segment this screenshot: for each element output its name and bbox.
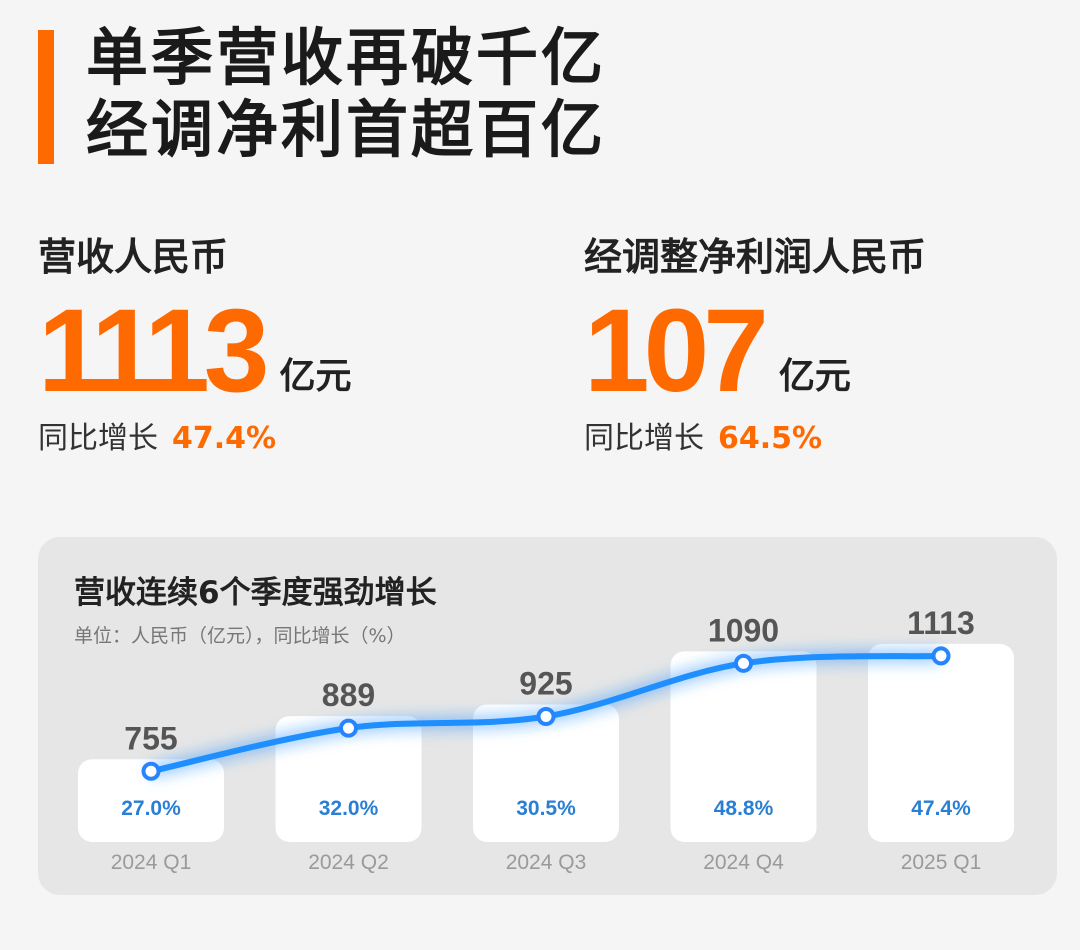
- category-label-1: 2024 Q1: [111, 851, 192, 874]
- title-accent-bar: [38, 30, 54, 164]
- growth-label-3: 30.5%: [516, 797, 576, 820]
- headline-line-1: 单季营收再破千亿: [86, 21, 607, 94]
- data-point-3: [536, 707, 556, 726]
- growth-label-4: 48.8%: [714, 797, 774, 820]
- profit-value: 107: [584, 285, 769, 417]
- profit-label: 经调整净利润人民币: [584, 235, 927, 279]
- profit-metric: 经调整净利润人民币 107 亿元 同比增长 64.5%: [584, 226, 926, 457]
- bar-2: [275, 716, 422, 842]
- revenue-value-row: 1113 亿元: [38, 285, 352, 417]
- growth-label-1: 27.0%: [121, 797, 181, 820]
- category-label-2: 2024 Q2: [308, 851, 389, 874]
- revenue-line-chart: 755 27.0% 2024 Q1 889 32.0% 2024 Q2 925 30.5% 20…: [78, 605, 1014, 874]
- bar-1: [78, 759, 224, 842]
- headline-line-2: 经调净利首超百亿: [86, 93, 607, 166]
- category-label-4: 2024 Q4: [703, 851, 784, 874]
- revenue-metric: 营收人民币 1113 亿元 同比增长 47.4%: [38, 226, 352, 457]
- profit-unit: 亿元: [778, 356, 851, 397]
- revenue-growth-value: 47.4%: [172, 421, 277, 456]
- profit-growth-row: 同比增长 64.5%: [584, 413, 926, 457]
- chart-title: 营收连续6个季度强劲增长: [74, 575, 437, 611]
- category-label-3: 2024 Q3: [506, 851, 587, 874]
- revenue-growth-row: 同比增长 47.4%: [38, 413, 352, 457]
- value-label-2: 889: [322, 677, 375, 713]
- growth-label-2: 32.0%: [319, 797, 379, 820]
- profit-growth-label: 同比增长: [584, 421, 704, 456]
- headline: 单季营收再破千亿 经调净利首超百亿: [86, 22, 606, 166]
- revenue-value: 1113: [38, 285, 269, 417]
- growth-label-5: 47.4%: [911, 797, 971, 820]
- value-label-5: 1113: [907, 605, 975, 641]
- data-point-2: [339, 718, 358, 738]
- category-label-5: 2025 Q1: [901, 851, 982, 874]
- value-label-1: 755: [124, 720, 177, 756]
- bar-4: [670, 651, 817, 842]
- value-label-4: 1090: [708, 612, 779, 648]
- profit-value-row: 107 亿元: [584, 285, 926, 417]
- chart-subtitle: 单位：人民币（亿元），同比增长（%）: [74, 625, 406, 647]
- data-point-4: [734, 653, 753, 673]
- revenue-chart-card: 营收连续6个季度强劲增长 单位：人民币（亿元），同比增长（%） 755 27.0%…: [38, 537, 1057, 895]
- revenue-growth-label: 同比增长: [38, 421, 158, 456]
- bar-3: [473, 704, 619, 842]
- value-label-3: 925: [519, 666, 572, 702]
- data-point-5: [931, 646, 951, 666]
- data-point-1: [141, 761, 161, 781]
- bar-5: [868, 643, 1014, 842]
- revenue-label: 营收人民币: [38, 235, 229, 279]
- revenue-unit: 亿元: [279, 356, 352, 397]
- profit-growth-value: 64.5%: [718, 421, 823, 456]
